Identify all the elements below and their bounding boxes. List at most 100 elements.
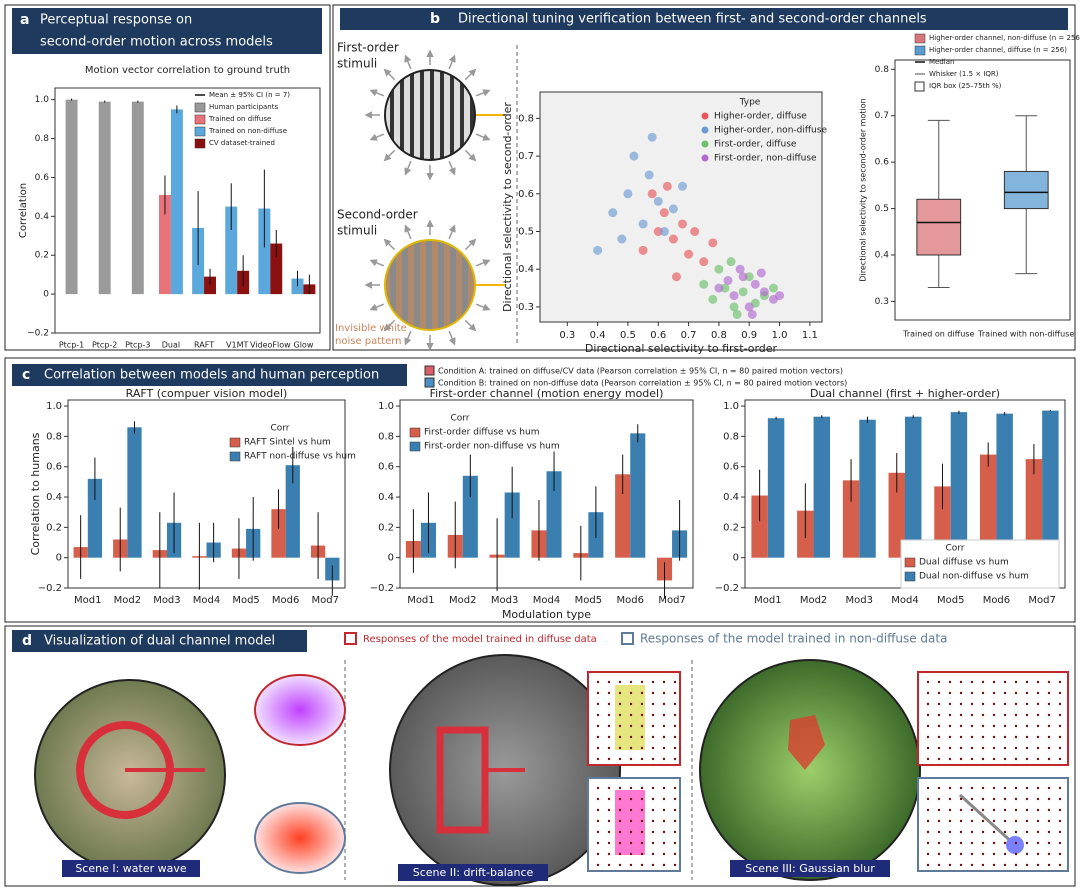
bar: [504, 492, 520, 558]
scatter-point: [738, 287, 748, 297]
grid-dot: [1058, 713, 1062, 717]
legend-swatch: [701, 140, 709, 148]
y-tick-label: 0.6: [518, 189, 534, 200]
direction-arrow: [464, 238, 477, 251]
grid-dot: [970, 757, 974, 761]
grid-dot: [1025, 819, 1029, 823]
scatter-point: [729, 291, 739, 301]
legend-label: First-order non-diffuse vs hum: [424, 442, 560, 452]
grid-dot: [618, 724, 622, 728]
grid-dot: [1003, 691, 1007, 695]
x-tick-label: Mod7: [311, 595, 338, 606]
scene-caption: Scene III: Gaussian blur: [745, 862, 875, 875]
grid-dot: [1014, 746, 1018, 750]
grid-dot: [959, 819, 963, 823]
grid-dot: [607, 713, 611, 717]
grid-dot: [1036, 797, 1040, 801]
x-tick-label: Mod2: [449, 595, 476, 606]
x-axis-label: Directional selectivity to first-order: [585, 342, 778, 355]
grid-dot: [1047, 713, 1051, 717]
direction-arrow: [475, 133, 491, 141]
y-tick-label: 0.6: [378, 462, 394, 473]
grid-dot: [651, 691, 655, 695]
grid-dot: [1003, 746, 1007, 750]
grid-dot: [662, 797, 666, 801]
grid-dot: [1003, 735, 1007, 739]
grid-dot: [1036, 757, 1040, 761]
grid-dot: [1047, 757, 1051, 761]
x-tick-label: Mod4: [193, 595, 220, 606]
legend-swatch: [424, 365, 435, 376]
scatter-point: [671, 272, 681, 282]
grid-dot: [596, 746, 600, 750]
grid-dot: [629, 746, 633, 750]
y-tick-label: 0.6: [723, 462, 739, 473]
grid-dot: [618, 735, 622, 739]
grid-dot: [970, 852, 974, 856]
y-tick-label: 0.4: [378, 492, 394, 503]
grid-dot: [1058, 691, 1062, 695]
grid-dot: [629, 797, 633, 801]
x-tick-label: Mod1: [754, 595, 781, 606]
grid-dot: [629, 852, 633, 856]
legend-swatch: [194, 114, 206, 125]
x-tick-label: Mod1: [74, 595, 101, 606]
x-tick-label: RAFT: [194, 341, 214, 350]
legend-label: RAFT non-diffuse vs hum: [244, 452, 356, 462]
grid-dot: [651, 863, 655, 867]
y-tick-label: 0.3: [518, 302, 534, 313]
grid-dot: [1036, 680, 1040, 684]
legend-swatch: [914, 81, 925, 92]
x-tick-label: 0.8: [711, 330, 727, 341]
bar: [65, 99, 78, 295]
grid-dot: [673, 680, 677, 684]
grid-dot: [618, 713, 622, 717]
grid-dot: [618, 808, 622, 812]
grid-dot: [970, 702, 974, 706]
grid-dot: [1014, 808, 1018, 812]
direction-arrow: [475, 303, 491, 311]
direction-arrow: [404, 54, 412, 70]
grid-dot: [607, 819, 611, 823]
scatter-point: [678, 219, 688, 229]
grid-dot: [662, 841, 666, 845]
bar: [127, 427, 142, 558]
grid-dot: [618, 852, 622, 856]
legend-label: Dual diffuse vs hum: [919, 558, 1009, 568]
legend-label: IQR box (25–75th %): [929, 82, 1002, 90]
grid-dot: [937, 841, 941, 845]
grid-dot: [970, 735, 974, 739]
x-tick-label: 1.1: [802, 330, 818, 341]
panel-letter: c: [22, 367, 30, 383]
legend-swatch: [904, 557, 916, 568]
bar: [131, 101, 144, 295]
grid-dot: [970, 841, 974, 845]
grid-dot: [651, 702, 655, 706]
grid-dot: [1036, 863, 1040, 867]
legend-label: Dual non-diffuse vs hum: [919, 572, 1029, 582]
grid-dot: [673, 819, 677, 823]
grid-dot: [640, 808, 644, 812]
grid-dot: [629, 786, 633, 790]
legend-title: Type: [739, 98, 761, 108]
grid-dot: [662, 757, 666, 761]
stimulus-label: stimuli: [337, 57, 377, 71]
response-field: [1006, 836, 1024, 854]
y-tick-label: 0.8: [378, 431, 394, 442]
grid-dot: [651, 786, 655, 790]
y-tick-label: 1.0: [378, 401, 394, 412]
grid-dot: [662, 746, 666, 750]
grid-dot: [673, 808, 677, 812]
x-tick-label: Glow: [294, 341, 314, 350]
scatter-point: [723, 276, 733, 286]
x-tick-label: 0.9: [741, 330, 757, 341]
y-tick-label: 0.4: [518, 264, 534, 275]
response-overlay: [436, 726, 489, 834]
grid-dot: [1025, 863, 1029, 867]
grid-dot: [1025, 808, 1029, 812]
grid-dot: [640, 746, 644, 750]
grid-dot: [948, 680, 952, 684]
legend-label: Whisker (1.5 × IQR): [929, 70, 999, 78]
grid-dot: [948, 757, 952, 761]
bar: [979, 454, 997, 558]
